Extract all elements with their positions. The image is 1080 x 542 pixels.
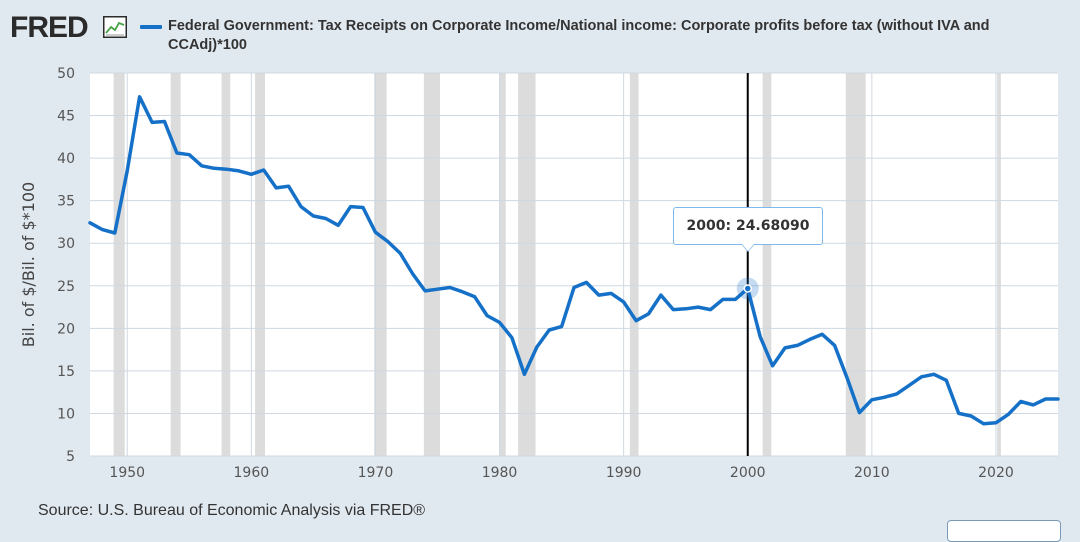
tooltip: 2000: 24.68090: [673, 207, 823, 245]
x-tick-label: 1950: [109, 465, 145, 481]
x-tick-label: 1970: [358, 465, 394, 481]
chart-header: FRED Federal Government: Tax Receipts on…: [0, 0, 1080, 60]
recession-band: [113, 73, 125, 456]
recession-band: [255, 73, 265, 456]
recession-band: [499, 73, 506, 456]
plot-area: [90, 73, 1058, 456]
recession-band: [374, 73, 387, 456]
x-tick-label: 2010: [854, 465, 890, 481]
series-line[interactable]: [88, 95, 1060, 426]
recession-band: [170, 73, 181, 456]
tooltip-text: 2000: 24.68090: [686, 218, 810, 234]
line-chart-icon: [103, 16, 127, 38]
recession-band: [518, 73, 536, 456]
highlight-point[interactable]: [743, 284, 752, 293]
x-tick-label: 2020: [978, 465, 1014, 481]
series-title[interactable]: Federal Government: Tax Receipts on Corp…: [168, 18, 990, 53]
source-note: Source: U.S. Bureau of Economic Analysis…: [38, 502, 426, 519]
y-tick-label: 40: [57, 151, 75, 167]
recession-band: [629, 73, 639, 456]
fred-logo[interactable]: FRED: [10, 11, 89, 44]
y-tick-label: 45: [57, 109, 75, 125]
recession-band: [423, 73, 440, 456]
y-tick-label: 50: [57, 66, 75, 82]
y-tick-label: 15: [57, 364, 75, 380]
y-tick-label: 30: [57, 236, 75, 252]
x-tick-label: 1980: [482, 465, 518, 481]
x-tick-label: 1990: [606, 465, 642, 481]
chart: 5 10 15 20 25 30 35 40 45 50 1950 1960 1970 1980 1990…: [19, 66, 1060, 481]
x-tick-label: 2000: [730, 465, 766, 481]
x-tick-label: 1960: [234, 465, 270, 481]
recession-band: [762, 73, 772, 456]
y-axis-label: Bil. of $/Bil. of $*100: [19, 182, 38, 347]
y-tick-label: 10: [57, 406, 75, 422]
y-tick-label: 25: [57, 279, 75, 295]
y-tick-label: 5: [66, 449, 75, 465]
tooltip-arrow-inner: [742, 244, 754, 251]
legend-swatch: [140, 25, 162, 29]
bottom-button[interactable]: [947, 520, 1061, 542]
recession-band: [845, 73, 866, 456]
recession-band: [997, 73, 1001, 456]
y-tick-label: 35: [57, 194, 75, 210]
recession-band: [221, 73, 231, 456]
y-tick-label: 20: [57, 321, 75, 337]
